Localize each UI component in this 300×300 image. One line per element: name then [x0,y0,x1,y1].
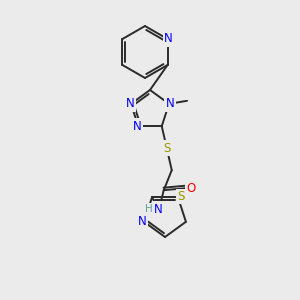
Text: S: S [177,190,184,203]
Text: N: N [138,215,146,228]
Text: H: H [145,204,153,214]
Text: S: S [163,142,170,155]
Text: N: N [164,32,173,46]
Text: N: N [126,97,134,110]
Text: N: N [153,203,162,216]
Text: N: N [133,120,142,133]
Text: O: O [186,182,195,195]
Text: N: N [166,97,174,110]
